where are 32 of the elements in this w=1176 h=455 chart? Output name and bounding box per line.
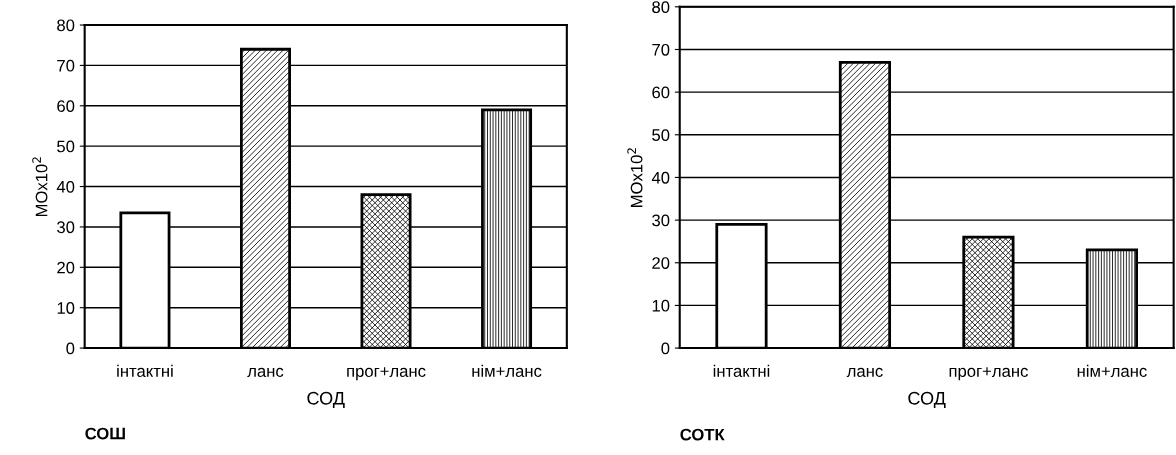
x-tick-label: інтактні	[117, 364, 173, 377]
y-tick-label: 80	[57, 19, 75, 32]
x-axis-title: СОД	[908, 391, 946, 409]
text: СОШ	[85, 427, 125, 440]
y-tick-label: 70	[652, 43, 670, 56]
x-tick-label: прог+ланс	[347, 367, 426, 381]
y-tick-label: 20	[57, 261, 75, 274]
y-tick-label: 70	[57, 59, 75, 72]
y-tick-label: 30	[652, 214, 670, 227]
y-axis-title: МОx10$^{2}$	[32, 157, 48, 217]
y-tick-label: 10	[57, 302, 75, 314]
y-tick-label: 0	[661, 342, 670, 355]
x-axis-title: СОД	[307, 391, 345, 409]
y-tick-label: 60	[57, 100, 75, 112]
y-tick-label: 20	[652, 257, 670, 269]
y-tick-label: 60	[652, 86, 670, 99]
y-tick-label: 50	[57, 140, 75, 153]
y-tick-label: 0	[66, 342, 75, 355]
x-tick-label: інтактні	[713, 364, 770, 377]
y-tick-label: 40	[651, 171, 670, 184]
y-axis-title: МОx10$^{2}$	[627, 148, 643, 207]
y-tick-label: 50	[652, 129, 670, 141]
x-tick-label: нім+ланс	[1077, 364, 1147, 377]
y-tick-label: 40	[56, 180, 75, 193]
x-tick-label: нім+ланс	[472, 364, 542, 377]
y-tick-label: 30	[57, 221, 75, 234]
text: СОТК	[680, 428, 725, 441]
x-tick-label: ланс	[247, 367, 284, 377]
y-tick-label: 80	[652, 1, 670, 14]
x-tick-label: ланс	[846, 367, 883, 377]
y-tick-label: 10	[652, 299, 670, 312]
x-tick-label: прог+ланс	[949, 367, 1028, 381]
